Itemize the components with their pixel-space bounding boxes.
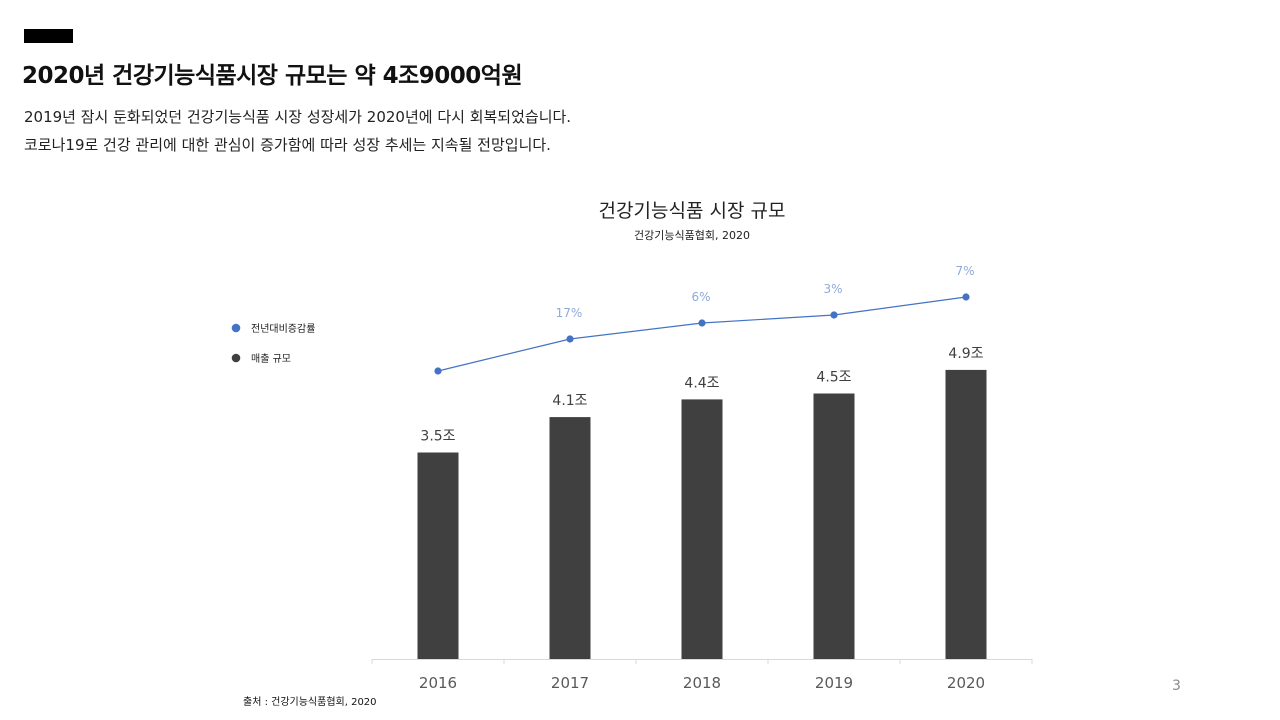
x-tick-label-2016: 2016 — [419, 674, 457, 692]
x-tick-label-2018: 2018 — [683, 674, 721, 692]
growth-rate-line — [437, 296, 967, 372]
growth-rate-label-2020: 7% — [955, 264, 974, 278]
legend-marker-sales — [231, 353, 241, 363]
legend-label-sales: 매출 규모 — [251, 353, 291, 365]
bar-label-2017: 4.1조 — [552, 393, 587, 409]
x-tick-label-2019: 2019 — [815, 674, 853, 692]
description-line-2: 코로나19로 건강 관리에 대한 관심이 증가함에 따라 성장 추세는 지속될 … — [24, 136, 551, 154]
growth-rate-point-2020 — [962, 293, 970, 301]
legend-label-growth-rate: 전년대비증감률 — [251, 323, 315, 335]
growth-rate-point-2017 — [566, 335, 574, 343]
growth-rate-point-2016 — [434, 367, 442, 375]
bar-label-2020: 4.9조 — [948, 346, 983, 362]
bar-2017 — [549, 417, 591, 659]
growth-rate-label-2017: 17% — [556, 306, 583, 320]
growth-rate-label-2018: 6% — [691, 290, 710, 304]
bar-label-2018: 4.4조 — [684, 375, 719, 391]
page-number: 3 — [1172, 678, 1181, 694]
growth-rate-label-2019: 3% — [823, 282, 842, 296]
bar-2020 — [945, 369, 987, 659]
growth-rate-point-2018 — [698, 319, 706, 327]
chart-subtitle: 건강기능식품협회, 2020 — [634, 229, 750, 242]
slide-title: 2020년 건강기능식품시장 규모는 약 4조9000억원 — [22, 63, 523, 89]
chart-title: 건강기능식품 시장 규모 — [599, 200, 786, 222]
growth-rate-point-2019 — [830, 311, 838, 319]
bar-2019 — [813, 393, 855, 659]
description-line-1: 2019년 잠시 둔화되었던 건강기능식품 시장 성장세가 2020년에 다시 … — [24, 108, 572, 126]
bar-label-2019: 4.5조 — [816, 370, 851, 386]
x-tick-label-2020: 2020 — [947, 674, 985, 692]
legend-marker-growth-rate — [231, 323, 241, 333]
bar-label-2016: 3.5조 — [420, 429, 455, 445]
bar-2018 — [681, 399, 723, 659]
title-accent-bar — [24, 29, 73, 43]
bar-2016 — [417, 452, 459, 659]
source-note: 출처 : 건강기능식품협회, 2020 — [243, 697, 377, 708]
x-tick-label-2017: 2017 — [551, 674, 589, 692]
